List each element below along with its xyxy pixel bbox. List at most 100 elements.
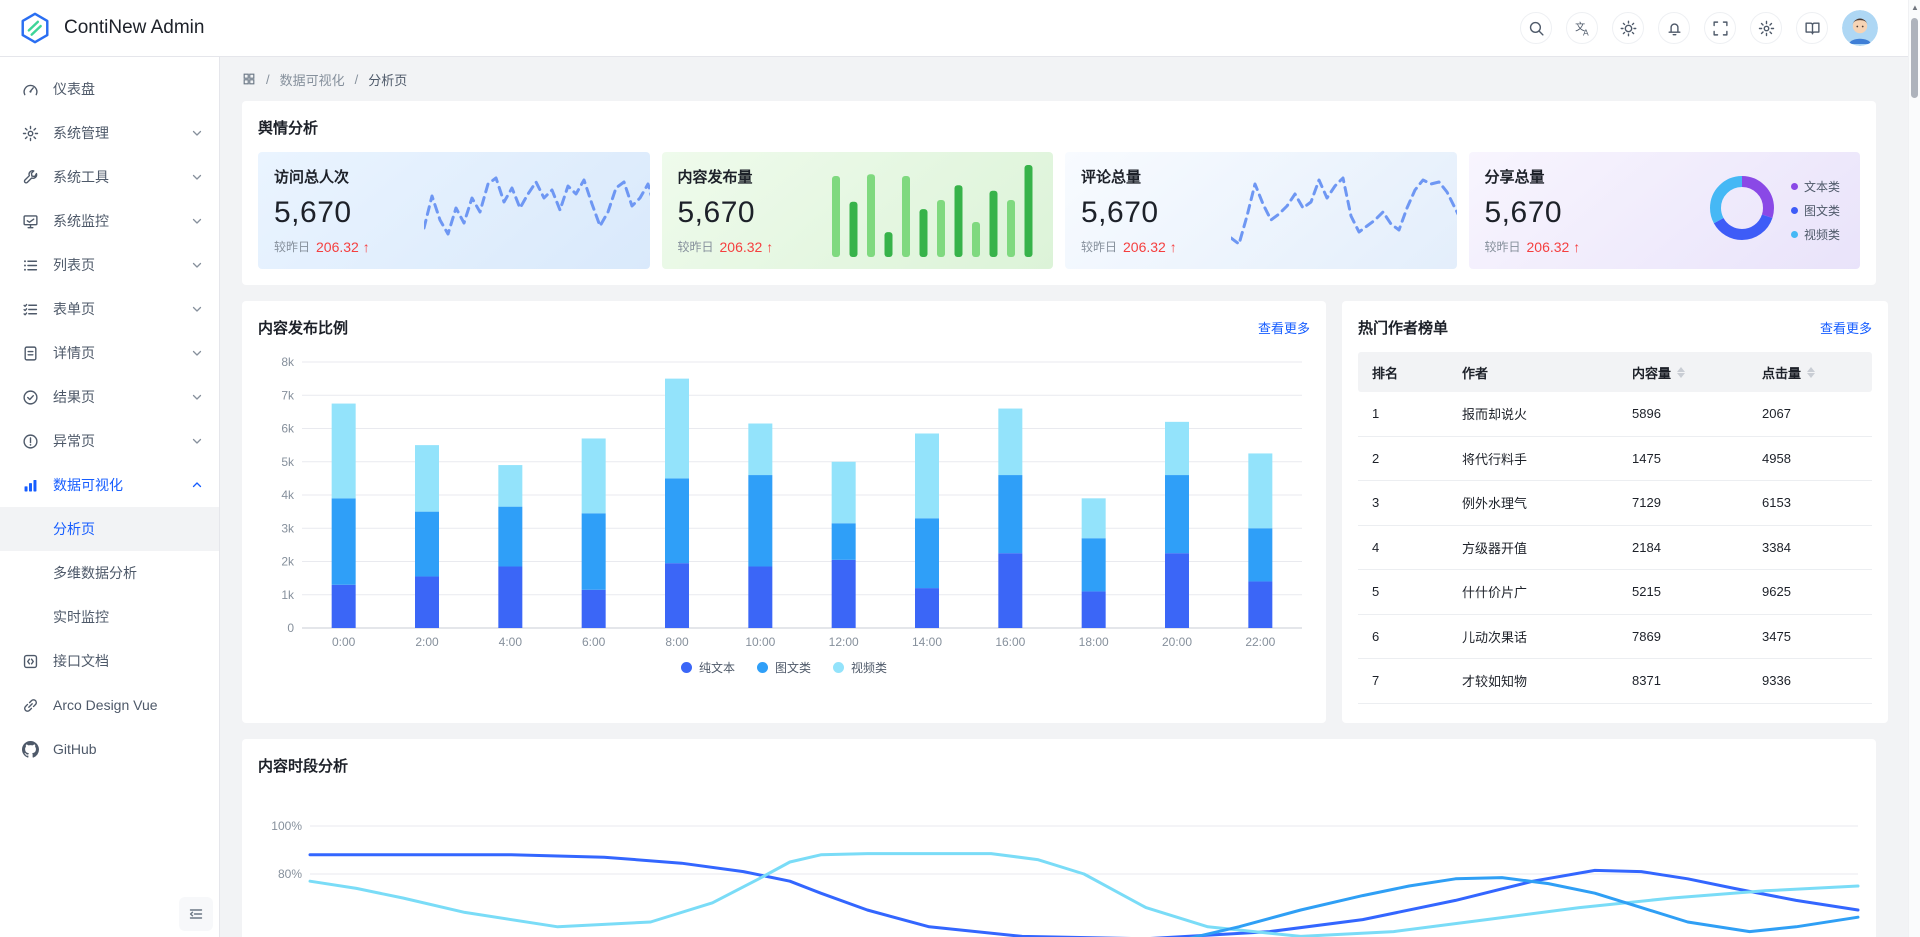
search-icon[interactable] [1520,12,1552,44]
overview-panel: 舆情分析 访问总人次 5,670 较昨日 206.32 ↑ 内容发布量 5,67… [242,101,1876,285]
sidebar-item-10[interactable]: 接口文档 [0,639,219,683]
scrollbar-thumb[interactable] [1911,18,1918,98]
cell-author: 将代行料手 [1462,451,1528,467]
docs-book-icon[interactable] [1796,12,1828,44]
sparkline-chart [424,166,650,255]
sidebar-item-7[interactable]: 结果页 [0,375,219,419]
warning-circle-icon [22,433,39,450]
breadcrumb-separator: / [266,71,270,87]
legend-dot-icon [1790,207,1798,214]
sidebar-item-8[interactable]: 异常页 [0,419,219,463]
stat-value: 5,670 [1484,195,1563,229]
chevron-down-icon [191,391,203,403]
bar-legend-item-2[interactable]: 视频类 [833,659,887,676]
charts-row: 内容发布比例 查看更多 0 1k 2k 3k 4k 5k 6k 7k 8k 0:00 2:00 4:0… [242,301,1888,723]
user-avatar[interactable] [1842,10,1878,46]
monitor-icon [22,213,39,230]
svg-text:A: A [1583,27,1589,37]
page-scrollbar[interactable]: ▲ [1908,0,1920,937]
stat-delta: 206.32 ↑ [316,238,370,255]
apps-grid-icon[interactable] [242,72,256,86]
sidebar-item-0[interactable]: 仪表盘 [0,67,219,111]
cell-author: 例外水理气 [1462,496,1528,512]
authors-table-body: 1 报而却说火 5896 2067 2 将代行料手 1475 4958 3 例外… [1358,392,1872,704]
sidebar-item-4[interactable]: 列表页 [0,243,219,287]
cell-content: 2184 [1632,539,1661,555]
content-ratio-more-link[interactable]: 查看更多 [1257,321,1310,336]
sidebar-item-label: 异常页 [53,433,95,449]
sidebar-item-11[interactable]: Arco Design Vue [0,683,219,727]
legend-dot-icon [833,662,844,673]
breadcrumb-item-visualization[interactable]: 数据可视化 [279,72,345,88]
stats-row: 访问总人次 5,670 较昨日 206.32 ↑ 内容发布量 5,670 较昨日… [258,152,1860,269]
gear-icon [22,125,39,142]
sidebar-item-1[interactable]: 系统管理 [0,111,219,155]
stat-card-3: 分享总量 5,670 较昨日 206.32 ↑ 文本类 图文类 视频类 [1468,152,1860,269]
scrollbar-up-arrow[interactable]: ▲ [1911,3,1919,12]
stat-title: 访问总人次 [274,169,350,186]
table-row-6: 7 才较如知物 8371 9336 [1358,659,1872,704]
column-author: 作者 [1462,365,1489,381]
cell-content: 5215 [1632,584,1661,600]
top-authors-more-link[interactable]: 查看更多 [1819,321,1872,336]
column-rank: 排名 [1372,365,1399,381]
sidebar-item-12[interactable]: GitHub [0,727,219,771]
stat-title: 评论总量 [1081,169,1142,186]
sidebar-item-5[interactable]: 表单页 [0,287,219,331]
donut-legend-item-1[interactable]: 图文类 [1790,202,1840,219]
svg-text:8:00: 8:00 [665,635,689,646]
sidebar-item-9[interactable]: 数据可视化 [0,463,219,507]
sidebar-subitem-9-2[interactable]: 实时监控 [53,609,109,625]
brand[interactable]: ContiNew Admin [18,11,204,45]
sidebar-item-label: 详情页 [53,345,95,361]
svg-text:20:00: 20:00 [1162,635,1192,646]
svg-text:4:00: 4:00 [499,635,523,646]
cell-rank: 4 [1372,539,1380,555]
bar-legend-item-1[interactable]: 图文类 [756,659,811,676]
svg-text:4k: 4k [281,488,295,502]
stat-delta: 206.32 ↑ [1123,238,1177,255]
donut-legend-item-2[interactable]: 视频类 [1790,226,1840,243]
donut-legend: 文本类 图文类 视频类 [1790,178,1840,243]
svg-text:5k: 5k [281,455,295,469]
column-clicks-sort[interactable]: 点击量 [1748,363,1872,382]
sidebar-item-label: Arco Design Vue [53,697,158,713]
donut-legend-item-0[interactable]: 文本类 [1790,178,1840,195]
sidebar-subitem-9-0[interactable]: 分析页 [0,507,219,551]
sidebar-collapse-button[interactable] [179,897,213,931]
svg-text:1k: 1k [281,588,295,602]
sidebar-item-6[interactable]: 详情页 [0,331,219,375]
cell-author: 儿动次果话 [1462,629,1528,645]
stat-value: 5,670 [677,195,756,229]
app-title: ContiNew Admin [64,17,205,38]
chevron-down-icon [191,435,203,447]
check-circle-icon [22,389,39,406]
svg-text:16:00: 16:00 [995,635,1025,646]
avatar-image-icon [1842,10,1878,46]
settings-gear-icon[interactable] [1750,12,1782,44]
stat-delta: 206.32 ↑ [1526,238,1581,255]
sidebar: 仪表盘 系统管理 系统工具 系统监控 列表页 表单页详情页结果页异常页数据可视化 分析页多维… [0,57,220,937]
legend-dot-icon [680,662,692,673]
chevron-down-icon [191,347,203,359]
cell-content: 5896 [1632,406,1661,422]
svg-text:18:00: 18:00 [1079,635,1109,646]
cell-clicks: 2067 [1762,406,1791,422]
sidebar-item-2[interactable]: 系统工具 [0,155,219,199]
cell-clicks: 9336 [1762,673,1791,689]
notifications-bell-icon[interactable] [1658,12,1690,44]
sparkline-chart [1231,166,1457,255]
bar-legend-item-0[interactable]: 纯文本 [680,659,735,676]
chevron-down-icon [191,215,203,227]
sidebar-item-3[interactable]: 系统监控 [0,199,219,243]
theme-light-icon[interactable] [1612,12,1644,44]
svg-text:2:00: 2:00 [415,635,439,646]
svg-text:6:00: 6:00 [582,635,606,646]
sidebar-subitem-9-1[interactable]: 多维数据分析 [53,565,137,581]
stacked-bar-chart: 0 1k 2k 3k 4k 5k 6k 7k 8k 0:00 2:00 4:00 6:00 8:00 10:… [258,338,1310,651]
column-content-sort[interactable]: 内容量 [1618,363,1748,382]
overview-section-title: 舆情分析 [258,120,319,137]
fullscreen-icon[interactable] [1704,12,1736,44]
